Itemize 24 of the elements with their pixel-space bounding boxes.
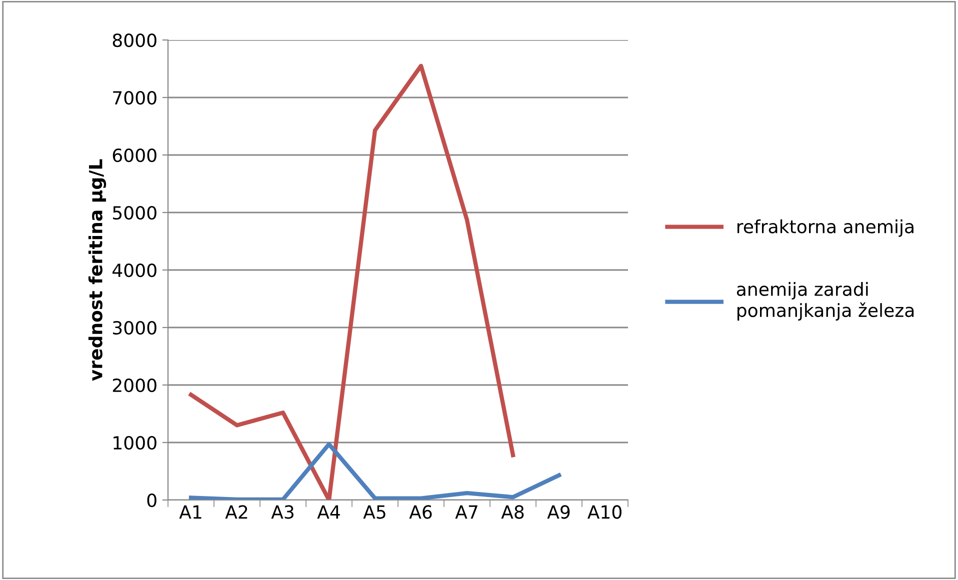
y-tick-label: 4000 (112, 263, 156, 278)
x-tick-label: A7 (455, 505, 478, 519)
x-tick-label: A4 (317, 505, 340, 519)
x-tick-label: A8 (501, 505, 524, 519)
legend-label: refraktorna anemija (738, 219, 914, 237)
line-series (188, 64, 516, 500)
legend-label: anemija zaradi pomanjkanja železa (736, 282, 914, 321)
y-tick-label: 8000 (112, 33, 156, 48)
x-tick-label: A1 (179, 505, 202, 519)
y-tick-label: 6000 (112, 148, 156, 162)
y-tick-label: 3000 (113, 320, 156, 335)
y-tick-label: 2000 (112, 378, 156, 392)
y-tick-label: 5000 (113, 206, 156, 220)
x-tick-label: A5 (363, 505, 386, 519)
line-series (188, 442, 562, 500)
x-tick-label: A2 (225, 505, 248, 519)
y-tick-label: 7000 (113, 90, 156, 105)
x-tick-label: A10 (587, 505, 622, 519)
x-tick-label: A6 (409, 505, 432, 519)
y-tick-label: 1000 (114, 436, 156, 450)
x-tick-label: A9 (547, 505, 570, 519)
x-tick-label: A3 (271, 505, 294, 519)
y-tick-label: 0 (147, 493, 156, 508)
y-axis-title: vrednost feritina µg/L (88, 159, 106, 381)
